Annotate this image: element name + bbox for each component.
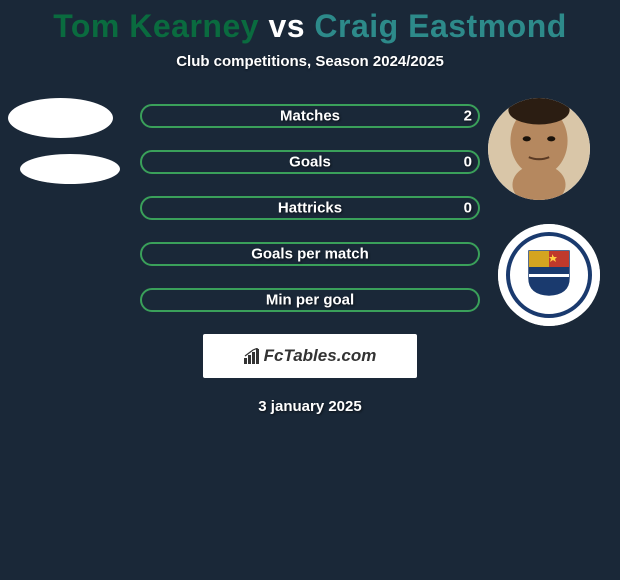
logo-box: FcTables.com	[203, 334, 417, 378]
player1-name: Tom Kearney	[53, 8, 259, 44]
vs-text: vs	[268, 8, 305, 44]
logo-text: FcTables.com	[264, 346, 377, 366]
stat-row: Matches 2	[0, 104, 620, 128]
stat-value-right: 0	[464, 154, 472, 171]
player2-name: Craig Eastmond	[314, 8, 566, 44]
stats-block: Matches 2 Goals 0 Hattricks 0 Goals per match M…	[0, 104, 620, 312]
stat-bar: Matches 2	[140, 104, 480, 128]
stat-label: Matches	[280, 108, 340, 125]
stat-row: Hattricks 0	[0, 196, 620, 220]
stat-row: Min per goal	[0, 288, 620, 312]
subtitle: Club competitions, Season 2024/2025	[0, 53, 620, 70]
page-title: Tom Kearney vs Craig Eastmond	[0, 0, 620, 45]
stat-bar: Goals 0	[140, 150, 480, 174]
chart-icon	[244, 348, 262, 364]
stat-value-right: 0	[464, 200, 472, 217]
stat-bar: Min per goal	[140, 288, 480, 312]
date-text: 3 january 2025	[0, 398, 620, 415]
stat-bar: Goals per match	[140, 242, 480, 266]
stat-value-right: 2	[464, 108, 472, 125]
stat-bar: Hattricks 0	[140, 196, 480, 220]
stat-label: Goals per match	[251, 246, 369, 263]
logo: FcTables.com	[244, 346, 377, 366]
stat-row: Goals per match	[0, 242, 620, 266]
stat-label: Min per goal	[266, 292, 354, 309]
stat-label: Goals	[289, 154, 331, 171]
stat-label: Hattricks	[278, 200, 342, 217]
stat-row: Goals 0	[0, 150, 620, 174]
